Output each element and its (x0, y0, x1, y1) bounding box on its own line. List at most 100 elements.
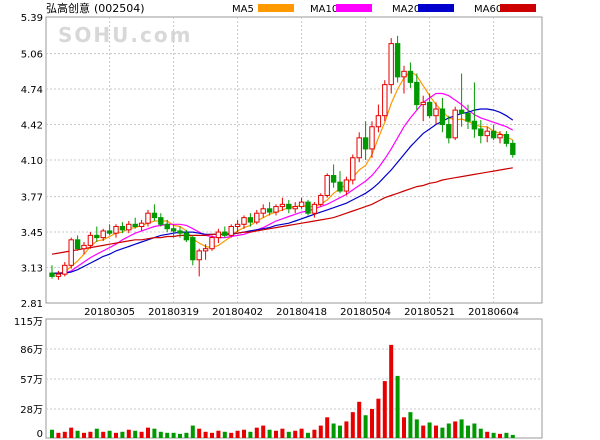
candle (298, 197, 305, 209)
volume-bar (56, 432, 61, 438)
candle-body (74, 239, 81, 250)
volume-bar (229, 432, 234, 438)
candle-body (388, 43, 394, 86)
volume-bar (485, 431, 490, 438)
candle (350, 154, 356, 185)
volume-bar (382, 381, 387, 438)
candle-body (138, 222, 145, 228)
candle (478, 120, 484, 144)
candle (164, 219, 170, 233)
volume-bar (453, 421, 458, 438)
candle-body (241, 217, 247, 225)
candle (426, 93, 433, 118)
price-tick-label: 3.77 (21, 193, 43, 204)
volume-tick-label: 57万 (20, 375, 43, 386)
ma-line-ma60 (51, 167, 513, 255)
legend-label-ma60: MA60 (474, 4, 502, 15)
candle-body (426, 101, 433, 117)
candle-body (484, 130, 490, 137)
candle-body (330, 175, 337, 183)
candle-body (510, 142, 516, 155)
volume-bar (350, 412, 355, 438)
candle (100, 228, 106, 241)
volume-bar (222, 431, 227, 438)
date-tick-label: 20180402 (212, 307, 263, 318)
volume-bar (158, 431, 163, 438)
volume-bar (402, 417, 406, 438)
candle-body (202, 248, 209, 252)
volume-bar (184, 432, 189, 438)
candle (362, 121, 369, 160)
volume-grid (46, 348, 542, 410)
candle-body (164, 223, 170, 230)
candle-body (286, 203, 292, 210)
candle (241, 215, 247, 229)
candle (439, 97, 446, 133)
volume-bar (312, 429, 317, 438)
volume-bar (344, 421, 349, 438)
candle (170, 224, 177, 238)
volume-bar (427, 422, 432, 438)
ma-legend: MA5 MA10 MA20 MA60 (232, 4, 536, 15)
volume-y-axis: 115万 86万 57万 28万 0 (14, 317, 43, 440)
volume-bar (414, 419, 419, 438)
volume-bar (389, 344, 394, 438)
candle (510, 140, 516, 158)
candle-body (113, 226, 119, 234)
candle (375, 104, 382, 133)
candle-body (433, 108, 439, 117)
candle-body (394, 43, 401, 78)
volume-bar (421, 425, 426, 438)
candle (215, 228, 222, 244)
volume-bar (395, 375, 400, 438)
candle-body (497, 134, 503, 139)
volume-panel-frame (45, 318, 543, 439)
candle-body (503, 134, 510, 144)
volume-bar (171, 432, 176, 438)
volume-bar (210, 432, 214, 438)
candle (407, 62, 414, 88)
candle-body (106, 230, 113, 234)
candle-body (478, 128, 484, 137)
volume-bar (408, 412, 413, 438)
candle-body (132, 223, 138, 228)
volume-bar (472, 423, 477, 438)
candle (49, 265, 55, 279)
volume-bar (504, 432, 509, 438)
candle (382, 80, 388, 122)
candle (126, 220, 132, 234)
price-y-axis: 5.39 5.06 4.74 4.42 4.10 3.77 3.45 3.13 2.81 (21, 13, 43, 310)
volume-tick-label: 86万 (20, 345, 43, 356)
volume-bar (357, 401, 362, 438)
legend-swatch-ma10 (336, 4, 372, 12)
candle-body (324, 175, 330, 196)
volume-bar (318, 425, 323, 438)
volume-bar (82, 432, 86, 438)
date-tick-label: 20180418 (276, 307, 327, 318)
volume-bar (216, 430, 221, 438)
candle (356, 132, 362, 163)
volume-tick-label: 0 (37, 429, 43, 440)
candle (196, 248, 202, 277)
candle-body (362, 137, 369, 150)
candle (106, 224, 113, 236)
candle (132, 217, 138, 229)
candle-body (401, 70, 407, 78)
volume-bar (440, 427, 445, 438)
candle-body (49, 272, 55, 277)
candle-body (375, 115, 382, 128)
candle-body (318, 194, 324, 205)
price-tick-label: 4.10 (21, 156, 43, 167)
candle (388, 38, 394, 94)
volume-bar (254, 427, 259, 438)
candle-body (62, 264, 68, 275)
candle-body (81, 244, 87, 250)
candle (420, 95, 426, 122)
candle-body (119, 226, 126, 231)
date-tick-label: 20180521 (404, 307, 455, 318)
candle (394, 35, 401, 83)
volume-bar (274, 430, 278, 438)
candle (202, 244, 209, 260)
price-x-axis: 20180305 20180319 20180402 20180418 20180504… (84, 307, 519, 318)
volume-bar (50, 429, 54, 438)
